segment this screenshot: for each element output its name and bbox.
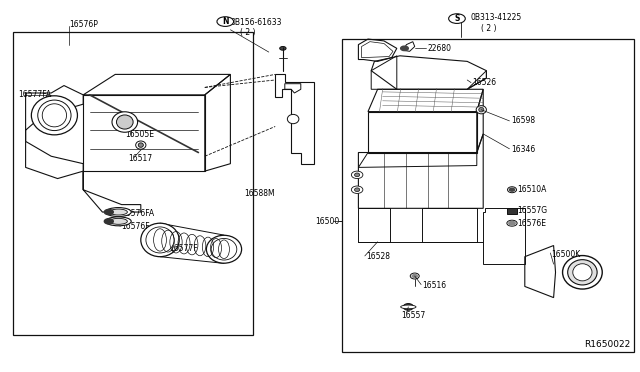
Ellipse shape: [206, 235, 242, 263]
Text: 16577F: 16577F: [170, 244, 198, 253]
Ellipse shape: [355, 188, 360, 192]
Ellipse shape: [401, 305, 416, 309]
Ellipse shape: [31, 96, 77, 135]
Circle shape: [509, 221, 515, 225]
Ellipse shape: [476, 106, 486, 114]
Ellipse shape: [106, 208, 131, 217]
Ellipse shape: [355, 173, 360, 177]
Text: 16588M: 16588M: [244, 189, 275, 198]
Text: 16576E: 16576E: [517, 219, 546, 228]
Text: ( 2 ): ( 2 ): [481, 24, 497, 33]
Bar: [507, 208, 517, 214]
Text: 16576FA: 16576FA: [122, 209, 155, 218]
Text: 0B156-61633: 0B156-61633: [230, 18, 282, 27]
Bar: [13, 32, 253, 335]
Ellipse shape: [351, 171, 363, 179]
Text: 16517: 16517: [128, 154, 152, 163]
Ellipse shape: [507, 220, 517, 226]
Text: S: S: [454, 14, 460, 23]
Text: 16557: 16557: [401, 311, 426, 320]
Ellipse shape: [38, 100, 71, 131]
Ellipse shape: [568, 260, 597, 285]
Text: R1650022: R1650022: [584, 340, 630, 349]
Circle shape: [104, 219, 113, 224]
Circle shape: [509, 188, 515, 191]
Text: N: N: [222, 17, 228, 26]
Text: 0B313-41225: 0B313-41225: [470, 13, 522, 22]
Ellipse shape: [563, 256, 602, 289]
Text: 16526: 16526: [472, 78, 497, 87]
Ellipse shape: [146, 227, 174, 253]
Bar: [342, 39, 634, 352]
Ellipse shape: [280, 46, 286, 50]
Text: 16577FA: 16577FA: [18, 90, 51, 99]
Ellipse shape: [106, 217, 131, 226]
Text: 16510A: 16510A: [517, 185, 547, 194]
Text: 16557G: 16557G: [517, 206, 547, 215]
Ellipse shape: [351, 186, 363, 193]
Circle shape: [401, 46, 408, 51]
Text: 16576F: 16576F: [122, 222, 150, 231]
Text: 16528: 16528: [366, 252, 390, 261]
Ellipse shape: [479, 108, 484, 112]
Ellipse shape: [42, 104, 67, 127]
Text: 22680: 22680: [428, 44, 452, 53]
Circle shape: [449, 14, 465, 23]
Text: 16598: 16598: [511, 116, 535, 125]
Ellipse shape: [109, 218, 127, 224]
Ellipse shape: [136, 141, 146, 149]
Ellipse shape: [116, 115, 133, 129]
Ellipse shape: [211, 238, 237, 260]
Ellipse shape: [457, 16, 465, 21]
Circle shape: [104, 209, 113, 215]
Text: 16500: 16500: [315, 217, 339, 226]
Text: 16505E: 16505E: [125, 130, 154, 139]
Ellipse shape: [573, 264, 592, 281]
Circle shape: [412, 275, 417, 278]
Ellipse shape: [403, 304, 413, 310]
Ellipse shape: [138, 143, 143, 147]
Ellipse shape: [141, 223, 179, 257]
Text: ( 2 ): ( 2 ): [240, 28, 255, 37]
Text: 16346: 16346: [511, 145, 535, 154]
Ellipse shape: [287, 115, 299, 124]
Ellipse shape: [109, 209, 127, 215]
Text: 16516: 16516: [422, 281, 447, 290]
Text: 16500K: 16500K: [552, 250, 581, 259]
Ellipse shape: [112, 112, 138, 132]
Text: 16576P: 16576P: [69, 20, 98, 29]
Ellipse shape: [410, 273, 419, 279]
Circle shape: [217, 17, 234, 26]
Ellipse shape: [508, 187, 516, 193]
